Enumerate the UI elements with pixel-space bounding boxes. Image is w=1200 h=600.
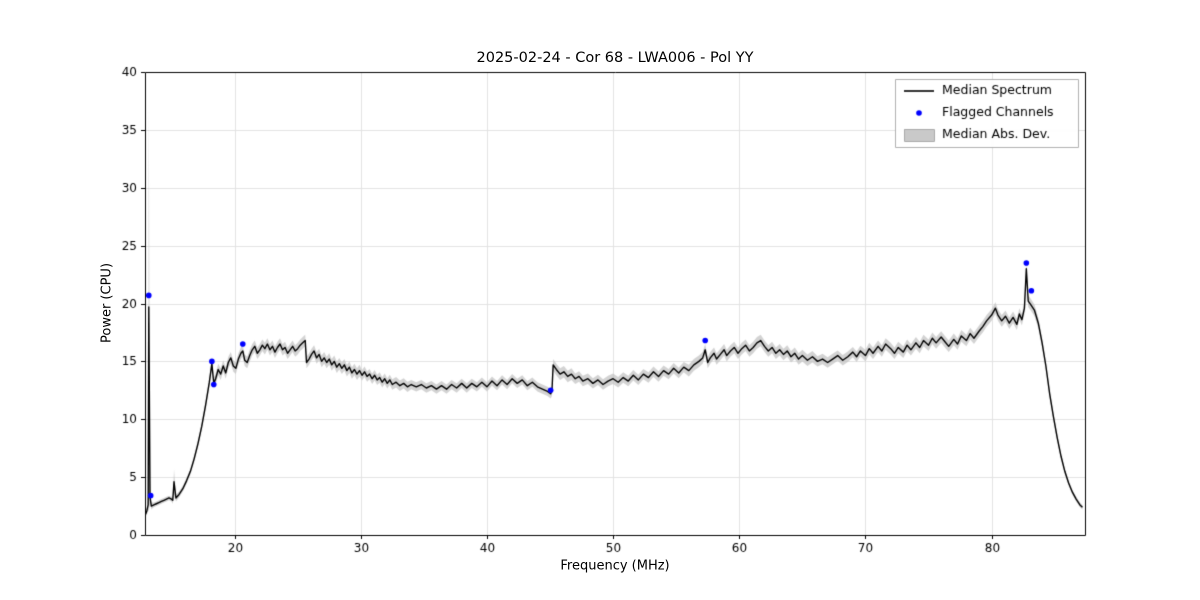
y-axis-label: Power (CPU) <box>99 262 115 344</box>
x-axis-label: Frequency (MHz) <box>560 558 670 574</box>
chart-title: 2025-02-24 - Cor 68 - LWA006 - Pol YY <box>476 50 754 66</box>
